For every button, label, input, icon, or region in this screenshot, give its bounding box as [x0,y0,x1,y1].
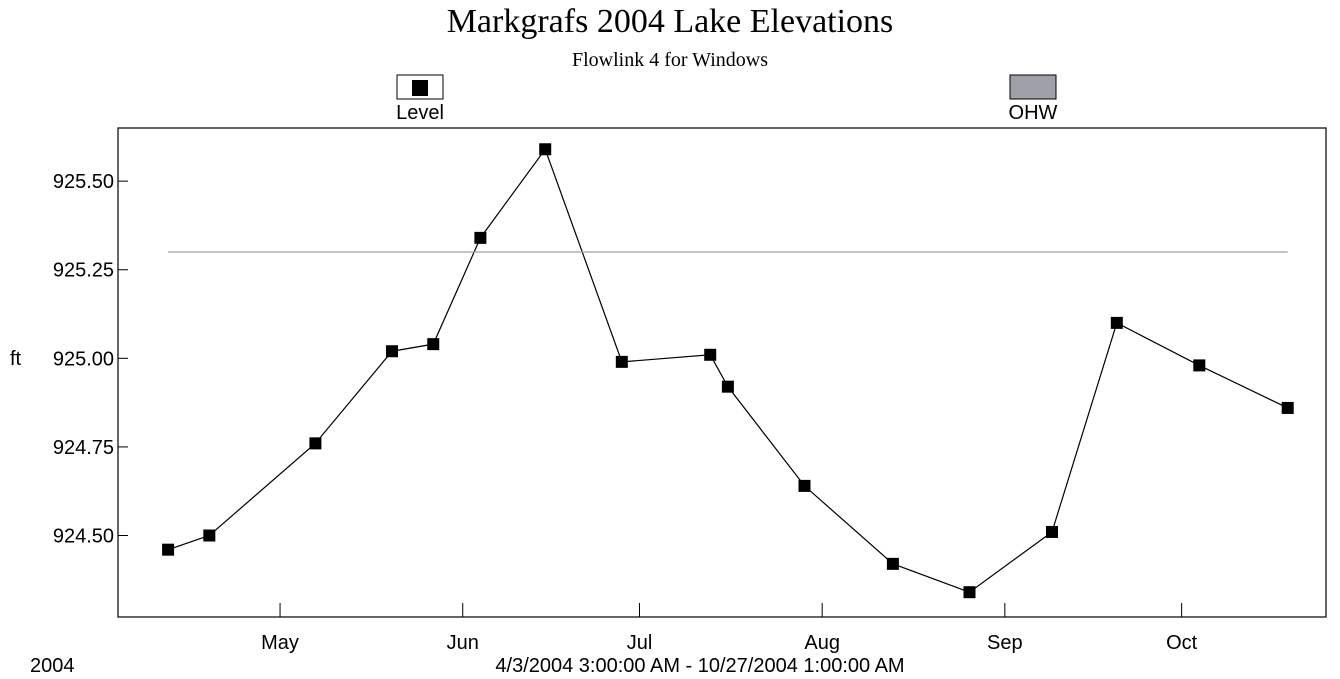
x-tick-label: Jul [627,632,653,654]
x-tick-label: Aug [804,632,840,654]
data-point [203,529,216,542]
plot-frame [117,127,1327,618]
y-axis-label: ft [10,348,22,370]
data-point [539,143,552,156]
data-point [474,231,487,244]
x-tick-label: Oct [1166,632,1198,654]
y-tick-label: 925.50 [53,171,114,193]
y-tick-label: 924.75 [53,437,114,459]
y-tick-label: 925.00 [53,348,114,370]
data-point [309,437,322,450]
data-point [963,586,976,599]
data-point [615,355,628,368]
data-point [886,557,899,570]
y-tick-label: 924.50 [53,526,114,548]
data-point [1193,359,1206,372]
chart-title: Markgrafs 2004 Lake Elevations [447,3,894,40]
legend-label: OHW [1009,102,1058,124]
data-line [167,147,1288,593]
data-point [704,348,717,361]
y-tick-label: 925.25 [53,260,114,282]
legend-swatch [1009,74,1057,100]
x-tick-label: May [261,632,299,654]
data-point [386,345,399,358]
data-point [1281,401,1294,414]
legend-swatch [412,80,428,96]
x-tick-label: Sep [987,632,1023,654]
year-label: 2004 [30,655,75,677]
data-point [162,543,175,556]
data-point [798,479,811,492]
data-point [1110,316,1123,329]
legend-label: Level [396,102,444,124]
range-label: 4/3/2004 3:00:00 AM - 10/27/2004 1:00:00… [495,655,904,677]
chart-subtitle: Flowlink 4 for Windows [572,49,768,71]
data-point [427,338,440,351]
x-tick-label: Jun [447,632,479,654]
data-point [1045,525,1058,538]
data-point [721,380,734,393]
